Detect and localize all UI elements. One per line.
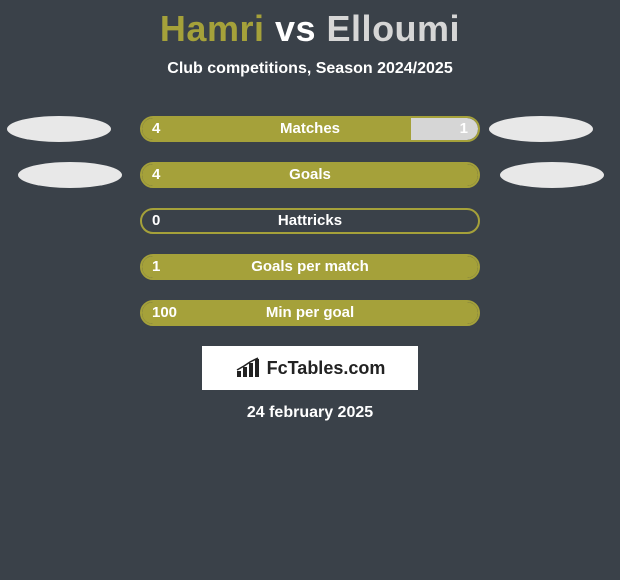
player-ellipse [7,116,111,142]
bar-track [140,300,480,326]
player-ellipse [18,162,122,188]
logo-box: FcTables.com [202,346,418,390]
bar-track [140,162,480,188]
bar-right [411,118,478,140]
bar-track [140,116,480,142]
player-ellipse [500,162,604,188]
stat-row: Min per goal100 [0,300,620,328]
chart-icon [235,357,261,379]
bar-track [140,208,480,234]
vs-text: vs [275,8,316,49]
logo: FcTables.com [235,357,386,379]
stats-container: Matches41 Goals4 Hattricks0 Goals per match… [0,116,620,328]
bar-left [142,302,478,324]
bar-track [140,254,480,280]
bar-left [142,256,478,278]
stat-row: Matches41 [0,116,620,144]
stat-row: Goals4 [0,162,620,190]
logo-text: FcTables.com [267,358,386,379]
bar-left [142,118,411,140]
date-text: 24 february 2025 [0,404,620,422]
stat-row: Goals per match1 [0,254,620,282]
page-title: Hamri vs Elloumi [0,0,620,50]
stat-row: Hattricks0 [0,208,620,236]
player-ellipse [489,116,593,142]
player2-name: Elloumi [327,8,461,49]
player1-name: Hamri [160,8,265,49]
subtitle: Club competitions, Season 2024/2025 [0,60,620,78]
bar-left [142,164,478,186]
